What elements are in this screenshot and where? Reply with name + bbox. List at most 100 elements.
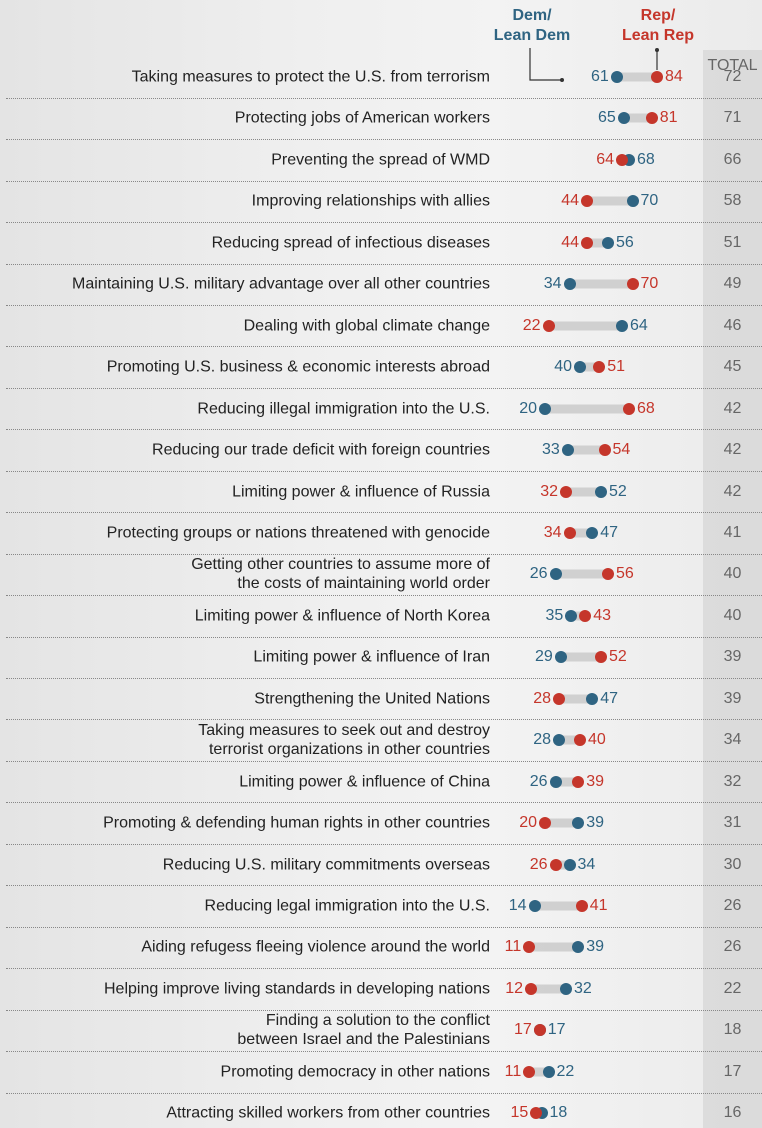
value-label: 17 (548, 1021, 566, 1039)
rep-dot (576, 900, 588, 912)
total-value: 72 (703, 68, 762, 86)
dem-dot (564, 278, 576, 290)
dem-dot (562, 444, 574, 456)
value-label: 70 (641, 275, 659, 293)
dem-dot (586, 527, 598, 539)
total-value: 39 (703, 690, 762, 708)
dem-dot (564, 859, 576, 871)
rep-dot (534, 1024, 546, 1036)
total-value: 40 (703, 607, 762, 625)
value-label: 32 (574, 980, 592, 998)
row-separator (6, 802, 762, 803)
row-label: Helping improve living standards in deve… (104, 979, 490, 998)
rep-dot (574, 734, 586, 746)
total-value: 18 (703, 1021, 762, 1039)
total-value: 46 (703, 317, 762, 335)
dem-dot (560, 983, 572, 995)
value-label: 35 (545, 607, 563, 625)
value-label: 39 (586, 773, 604, 791)
rep-dot (572, 776, 584, 788)
total-value: 42 (703, 441, 762, 459)
row-label: Preventing the spread of WMD (271, 150, 490, 169)
value-label: 40 (554, 358, 572, 376)
value-label: 22 (523, 317, 541, 335)
rep-dot (595, 651, 607, 663)
row-separator (6, 885, 762, 886)
value-label: 81 (660, 109, 678, 127)
row-separator (6, 927, 762, 928)
rep-dot (646, 112, 658, 124)
dem-dot (553, 734, 565, 746)
row-label: Strengthening the United Nations (254, 689, 490, 708)
leader-end (560, 78, 564, 82)
dem-dot (611, 71, 623, 83)
value-label: 34 (578, 856, 596, 874)
row-separator (6, 139, 762, 140)
row-separator (6, 595, 762, 596)
value-label: 47 (600, 690, 618, 708)
range-bar (570, 280, 633, 289)
row-separator (6, 512, 762, 513)
row-separator (6, 305, 762, 306)
row-label: Maintaining U.S. military advantage over… (72, 275, 490, 294)
value-label: 15 (510, 1104, 528, 1122)
rep-dot (553, 693, 565, 705)
total-value: 30 (703, 856, 762, 874)
dem-dot (539, 403, 551, 415)
rep-dot (525, 983, 537, 995)
total-value: 31 (703, 814, 762, 832)
row-label: Protecting jobs of American workers (235, 109, 490, 128)
dem-dot (627, 195, 639, 207)
rep-dot (560, 486, 572, 498)
rep-dot (593, 361, 605, 373)
rep-dot (623, 403, 635, 415)
dem-dot (565, 610, 577, 622)
value-label: 65 (598, 109, 616, 127)
rep-dot (550, 859, 562, 871)
row-separator (6, 968, 762, 969)
total-value: 49 (703, 275, 762, 293)
row-label: Limiting power & influence of North Kore… (195, 606, 490, 625)
row-separator (6, 264, 762, 265)
value-label: 44 (561, 234, 579, 252)
value-label: 39 (586, 938, 604, 956)
row-separator (6, 346, 762, 347)
row-separator (6, 844, 762, 845)
value-label: 56 (616, 565, 634, 583)
range-bar (545, 404, 629, 413)
total-value: 26 (703, 897, 762, 915)
rep-dot (581, 237, 593, 249)
dem-dot (572, 817, 584, 829)
row-separator (6, 388, 762, 389)
value-label: 54 (613, 441, 631, 459)
leader-end (655, 48, 659, 52)
value-label: 47 (600, 524, 618, 542)
total-value: 51 (703, 234, 762, 252)
row-label: Taking measures to protect the U.S. from… (132, 68, 490, 87)
total-value: 40 (703, 565, 762, 583)
value-label: 41 (590, 897, 608, 915)
total-value: 42 (703, 483, 762, 501)
row-label: Attracting skilled workers from other co… (166, 1104, 490, 1123)
total-value: 16 (703, 1104, 762, 1122)
row-label: Promoting U.S. business & economic inter… (107, 358, 490, 377)
dem-dot (572, 941, 584, 953)
value-label: 34 (544, 524, 562, 542)
total-value: 22 (703, 980, 762, 998)
value-label: 40 (588, 731, 606, 749)
value-label: 11 (505, 938, 522, 956)
total-value: 45 (703, 358, 762, 376)
value-label: 64 (596, 151, 614, 169)
total-value: 58 (703, 192, 762, 210)
row-label: Improving relationships with allies (252, 192, 490, 211)
row-separator (6, 761, 762, 762)
row-label: Limiting power & influence of Russia (232, 482, 490, 501)
dem-leader (530, 48, 562, 80)
value-label: 14 (509, 897, 527, 915)
value-label: 32 (540, 483, 558, 501)
row-label: Limiting power & influence of Iran (253, 648, 490, 667)
value-label: 64 (630, 317, 648, 335)
value-label: 39 (586, 814, 604, 832)
rep-dot (581, 195, 593, 207)
value-label: 33 (542, 441, 560, 459)
